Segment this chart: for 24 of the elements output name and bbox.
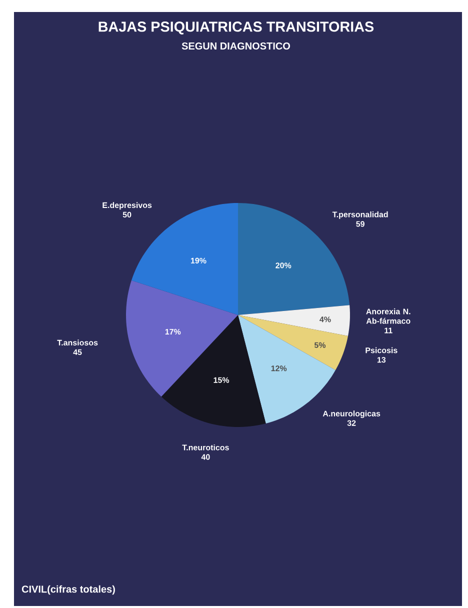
slice-label: E.depresivos [102, 202, 152, 210]
text: 15% [214, 377, 230, 383]
data-label: 50 [122, 212, 132, 218]
text: CIVIL(cifras totales) [22, 585, 115, 595]
data-label: 45 [73, 349, 82, 356]
slice-label: T.ansiosos [57, 340, 98, 346]
slice-label: T.neuroticos [182, 444, 229, 450]
data-label: 32 [347, 420, 356, 426]
text: 19% [190, 258, 206, 264]
text: 12% [271, 366, 287, 372]
text: 5% [314, 342, 326, 348]
chart-title: BAJAS PSIQUIATRICAS TRANSITORIAS [98, 22, 374, 34]
data-label: 11 [384, 328, 392, 334]
text: 4% [320, 316, 331, 322]
slice-label: T.personalidad [332, 211, 388, 219]
data-label: 59 [356, 221, 364, 227]
slice-label: Anorexia N. Ab-fármaco [366, 308, 410, 324]
chart-subtitle: SEGUN DIAGNOSTICO [182, 42, 290, 50]
slice-label: A.neurologicas [322, 410, 380, 418]
data-label: 13 [377, 356, 386, 363]
data-label: 40 [201, 454, 210, 460]
text: 17% [165, 328, 181, 335]
text: 20% [276, 262, 292, 268]
slice-label: Psicosis [366, 347, 398, 354]
